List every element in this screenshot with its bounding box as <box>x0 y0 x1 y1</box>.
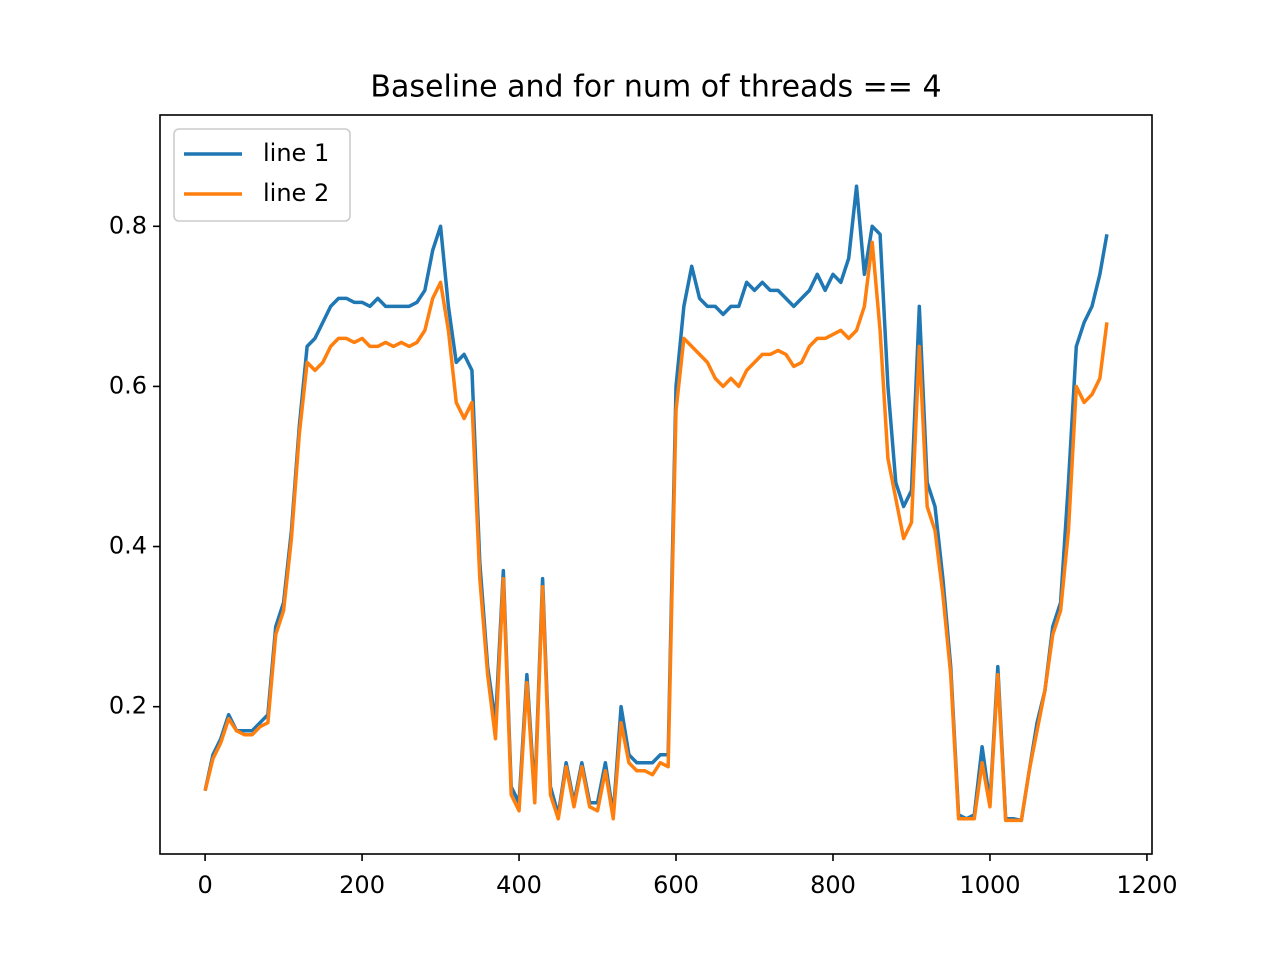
plot-frame <box>159 114 1153 855</box>
x-tick-label: 1000 <box>959 871 1020 899</box>
plot-area <box>160 115 1152 854</box>
legend-label: line 2 <box>263 179 329 207</box>
legend-box <box>173 128 351 222</box>
y-tick-label: 0.6 <box>109 371 147 399</box>
x-tick-label: 800 <box>810 871 856 899</box>
x-tick-label: 0 <box>197 871 212 899</box>
y-tick-label: 0.4 <box>109 532 147 560</box>
chart-title: Baseline and for num of threads == 4 <box>370 70 941 105</box>
x-tick-label: 200 <box>339 871 385 899</box>
y-tick-label: 0.2 <box>109 692 147 720</box>
legend-label: line 1 <box>263 139 329 167</box>
y-tick-label: 0.8 <box>109 211 147 239</box>
x-tick-label: 1200 <box>1116 871 1177 899</box>
x-tick-label: 600 <box>653 871 699 899</box>
series-line <box>203 240 1109 823</box>
x-tick-label: 400 <box>496 871 542 899</box>
